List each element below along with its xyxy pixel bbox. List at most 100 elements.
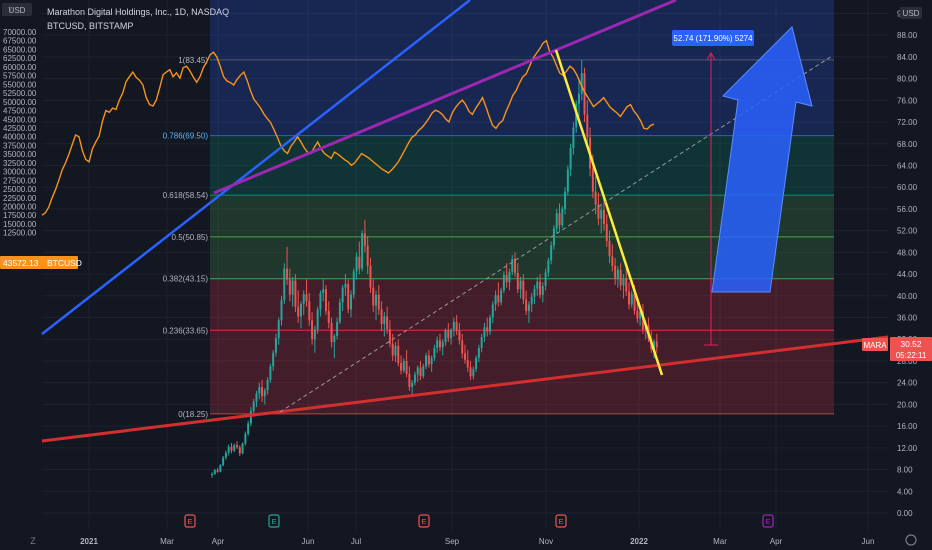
candle-body [544,272,547,287]
right-axis-tick: 0.00 [897,509,913,518]
candle-body [391,343,394,356]
candle-body [550,245,553,261]
candle-body [352,271,355,295]
candle-body [608,240,611,257]
right-currency-badge[interactable] [900,7,922,19]
candle-body [594,191,597,205]
right-axis-tick: 4.00 [897,487,913,496]
left-axis-tick: 52500.00 [3,89,37,98]
candle-body [280,300,283,321]
left-price-axis[interactable]: 70000.0067500.0065000.0062500.0060000.00… [3,28,37,238]
event-marker [418,514,430,528]
candle-body [653,341,656,350]
candle-body [427,355,430,365]
candle-body [408,373,411,388]
candle-body [486,327,489,332]
fib-level-label: 0.5(50.85) [172,233,209,242]
candle-body [455,321,458,332]
candle-body [422,366,425,377]
candle-body [375,294,378,306]
left-axis-tick: 57500.00 [3,72,37,81]
right-axis-tick: 52.00 [897,227,918,236]
right-axis-tick: 56.00 [897,205,918,214]
settings-icon[interactable] [905,534,917,546]
candle-body [272,352,275,367]
candle-body [433,347,436,359]
candle-body [475,357,478,370]
mara-tag-label: MARA [863,341,887,350]
candle-body [558,213,561,226]
left-axis-tick: 37500.00 [3,141,37,150]
candle-body [641,311,644,330]
candle-body [299,303,302,317]
candle-body [430,358,433,365]
left-currency-badge[interactable] [2,3,32,16]
candle-body [561,208,564,226]
candle-body [308,301,311,321]
candle-body [313,329,316,340]
mara-current-price: 30.52 [900,339,922,349]
candle-body [400,363,403,371]
candle-body [324,289,327,312]
candle-body [241,443,244,454]
candle-body [516,272,519,290]
candle-body [261,387,264,397]
candle-body [377,294,380,310]
candle-body [363,233,366,246]
zoom-icon[interactable]: Z [30,536,36,546]
blue-trendline[interactable] [41,0,471,335]
right-axis-tick: 88.00 [897,31,918,40]
candle-body [233,445,236,451]
btc-tag-label: BTCUSD [47,258,82,268]
time-axis-tick: Nov [539,537,553,546]
candle-body [416,367,419,375]
candle-body [436,340,439,348]
candle-body [555,213,558,229]
measure-arrowhead [706,51,716,61]
btc-overlay [41,39,655,216]
candle-body [511,258,514,272]
candle-body [244,433,247,444]
yellow-trendline[interactable] [554,49,664,376]
overlay-symbol-label: BTCUSD, BITSTAMP [47,21,133,31]
candle-body [394,345,397,356]
btc-current-price: 43572.13 [3,258,39,268]
candle-body [358,256,361,269]
candle-body [541,286,544,295]
purple-trendline[interactable] [213,0,677,195]
right-axis-tick: 16.00 [897,422,918,431]
left-axis-tick: 67500.00 [3,37,37,46]
candle-body [566,169,569,192]
candle-body [630,293,633,305]
left-axis-tick: 22500.00 [3,194,37,203]
hidden-symbol-value: 7 [8,6,13,15]
candle-body [616,269,619,279]
fib-level-label: 0.786(69.50) [163,132,209,141]
candle-body [405,360,408,374]
left-axis-tick: 25000.00 [3,185,37,194]
forecast-arrow[interactable] [711,26,813,293]
candle-body [366,245,369,266]
candle-body [633,293,636,312]
candle-body [236,445,239,448]
left-axis-tick: 27500.00 [3,176,37,185]
time-axis-tick: Mar [160,537,174,546]
red-trendline[interactable] [41,335,889,443]
candle-body [497,295,500,303]
time-axis-tick: Jul [351,537,361,546]
trend-drawings[interactable]: 52.74 (171.90%) 5274 [41,0,889,443]
candle-body [297,306,300,317]
left-axis-tick: 32500.00 [3,159,37,168]
candle-body [286,268,289,280]
candle-body [494,295,497,305]
candle-body [525,299,528,312]
right-axis-tick: 80.00 [897,75,918,84]
time-axis-tick: Mar [713,537,727,546]
time-axis[interactable]: 2021 Mar Apr Jun Jul Sep Nov 2022 Mar Apr Jun [80,537,874,546]
event-marker [184,514,196,528]
candle-body [655,341,658,348]
candle-body [333,335,336,342]
